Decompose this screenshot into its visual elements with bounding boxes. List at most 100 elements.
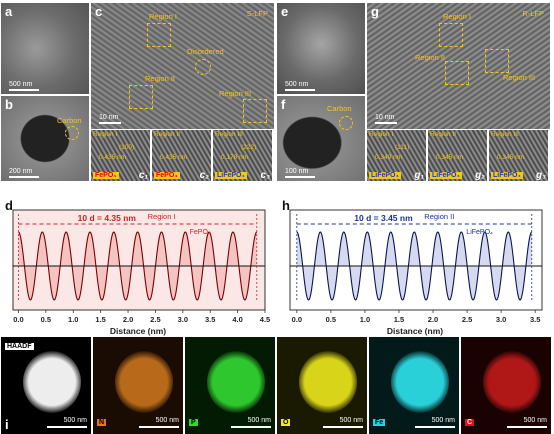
- panel-c-inset-title: Region I: [93, 131, 118, 138]
- panel-b-label: b: [5, 97, 13, 112]
- panel-g-inset-d-spacing: 0.345 nm: [436, 154, 464, 161]
- panel-e-scale-bar-text: 500 nm: [285, 81, 309, 88]
- panel-g-region2-box: [445, 61, 469, 85]
- panel-f-scale-bar: [285, 176, 315, 178]
- panel-d-phase-label: FePO₄: [190, 229, 211, 236]
- panel-c-inset-sublabel: c₃: [260, 170, 270, 181]
- panel-g-inset-hkl: (111): [395, 144, 410, 151]
- panel-d-tick-label: 0.0: [13, 315, 23, 324]
- panel-h-tick-label: 1.5: [394, 315, 404, 324]
- panel-h-chart: 10 d = 3.45 nm Region II LiFePO₄ 0.0 0.5 1.0 1…: [278, 196, 552, 336]
- panel-h-tick-label: 0.5: [326, 315, 336, 324]
- eds-map-scale-bar-text: 500 nm: [339, 417, 363, 424]
- panel-d-tick-label: 0.5: [41, 315, 51, 324]
- panel-h-tick-label: 3.5: [530, 315, 540, 324]
- eds-map-particle: [23, 351, 81, 413]
- panel-g-inset-3: Region III 0.345 nm LiFePO₄ g₃: [489, 130, 548, 181]
- panel-g-inset-1: Region I (111) 0.349 nm LiFePO₄ g₁: [367, 130, 426, 181]
- eds-map-scale-bar: [231, 426, 271, 428]
- panel-c-region1-label: Region I: [149, 12, 177, 21]
- panel-d-tick-label: 4.0: [232, 315, 242, 324]
- panel-c-hrtem-image: c S-LFP Region I Disordered Region II Re…: [91, 3, 274, 129]
- panel-b-scale-bar: [9, 176, 39, 178]
- panel-g-inset-sublabel: g₂: [475, 170, 485, 181]
- panel-c-inset-1: Region I (100) 0.435 nm FePO₄ c₁: [91, 130, 150, 181]
- panel-c-inset-3: Region III (222) 0.178 nm LiFePO₄ c₃: [213, 130, 272, 181]
- panel-d-region-label: Region I: [148, 212, 176, 221]
- panel-b-scale-bar-text: 200 nm: [9, 168, 33, 175]
- panel-c-region1-box: [147, 23, 171, 47]
- panel-c-sample-label: S-LFP: [246, 9, 268, 18]
- panel-g-inset-phase-tag: LiFePO₄: [369, 172, 401, 179]
- panel-c-scale-bar: [99, 122, 121, 124]
- eds-map-scale-bar: [415, 426, 455, 428]
- eds-map-scale-bar: [139, 426, 179, 428]
- panel-c-inset-2: Region II 0.435 nm FePO₄ c₂: [152, 130, 211, 181]
- panel-f-carbon-marker: [339, 116, 353, 130]
- panel-f-tem-image: f Carbon 100 nm: [277, 96, 365, 181]
- eds-map-scale-bar-text: 500 nm: [431, 417, 455, 424]
- panel-e-scale-bar: [285, 89, 315, 91]
- panel-d-annotation: 10 d = 4.35 nm: [78, 213, 137, 223]
- panel-c-inset-hkl: (222): [241, 144, 257, 151]
- eds-map-element-tag: C: [465, 419, 475, 426]
- panel-h-tick-label: 2.0: [428, 315, 438, 324]
- panel-b-carbon-marker: [65, 126, 79, 140]
- panel-c-region2-label: Region II: [145, 74, 176, 83]
- panel-c-scale-bar-text: 10 nm: [99, 114, 119, 121]
- eds-map-p: P 500 nm: [185, 337, 275, 434]
- panel-d-tick-label: 3.5: [205, 315, 215, 324]
- panel-d-plot: 10 d = 4.35 nm Region I FePO₄ 0.0 0.5 1.0 1.5 2…: [12, 209, 270, 336]
- panel-g-label: g: [371, 4, 379, 19]
- panel-g-inset-title: Region III: [491, 131, 519, 138]
- panel-c-region3-label: Region III: [219, 89, 252, 98]
- eds-map-element-tag: P: [189, 419, 198, 426]
- eds-map-element-tag: Fe: [373, 419, 386, 426]
- eds-map-scale-bar-text: 500 nm: [155, 417, 179, 424]
- panel-c-inset-d-spacing: 0.435 nm: [160, 154, 188, 161]
- eds-map-element-tag: HAADF: [5, 343, 34, 350]
- panel-a-scale-bar: [9, 89, 39, 91]
- panel-d-tick-label: 2.0: [123, 315, 133, 324]
- panel-c-inset-phase-tag: FePO₄: [154, 172, 180, 179]
- panel-a-sem-image: a 500 nm: [1, 3, 89, 94]
- panel-h-tick-label: 0.0: [292, 315, 302, 324]
- panel-c-disordered-label: Disordered: [187, 47, 224, 56]
- panel-g-inset-2: Region II 0.345 nm LiFePO₄ g₂: [428, 130, 487, 181]
- panel-d-chart: 10 d = 4.35 nm Region I FePO₄ 0.0 0.5 1.0 1.5 2…: [1, 196, 275, 336]
- panel-c-region2-box: [129, 85, 153, 109]
- panel-h-tick-label: 3.0: [496, 315, 506, 324]
- eds-map-element-tag: N: [97, 419, 107, 426]
- panel-h-phase-label: LiFePO₄: [466, 229, 493, 236]
- panel-h-annotation: 10 d = 3.45 nm: [354, 213, 413, 223]
- panel-d-tick-label: 1.0: [68, 315, 78, 324]
- eds-map-fe: Fe 500 nm: [369, 337, 459, 434]
- eds-map-c: C 500 nm: [461, 337, 551, 434]
- panel-h-x-axis-label: Distance (nm): [387, 326, 443, 336]
- panel-c-inset-phase-tag: LiFePO₄: [215, 172, 247, 179]
- panel-f-carbon-label: Carbon: [327, 104, 352, 113]
- panel-h-tick-label: 1.0: [360, 315, 370, 324]
- panel-a-scale-bar-text: 500 nm: [9, 81, 33, 88]
- eds-map-o: O 500 nm: [277, 337, 367, 434]
- panel-g-region2-label: Region II: [415, 53, 446, 62]
- panel-c-inset-phase-tag: FePO₄: [93, 172, 119, 179]
- panel-h-plot: 10 d = 3.45 nm Region II LiFePO₄ 0.0 0.5 1.0 1…: [289, 209, 543, 336]
- panel-f-label: f: [281, 97, 286, 112]
- panel-g-inset-sublabel: g₁: [414, 170, 424, 181]
- panel-g-inset-title: Region II: [430, 131, 457, 138]
- eds-map-scale-bar-text: 500 nm: [523, 417, 547, 424]
- eds-map-particle: [207, 351, 265, 413]
- eds-map-scale-bar: [323, 426, 363, 428]
- panel-c-inset-title: Region II: [154, 131, 181, 138]
- eds-map-scale-bar-text: 500 nm: [63, 417, 87, 424]
- panel-d-tick-label: 1.5: [95, 315, 105, 324]
- panel-g-scale-bar-text: 10 nm: [375, 114, 395, 121]
- panel-c-inset-sublabel: c₁: [138, 170, 148, 181]
- panel-g-hrtem-image: g R-LFP Region I Region II Region III 10…: [367, 3, 550, 129]
- panel-b-tem-image: b Carbon 200 nm: [1, 96, 89, 181]
- panel-d-x-axis-label: Distance (nm): [110, 326, 166, 336]
- panel-h-region-label: Region II: [424, 212, 454, 221]
- panel-c-label: c: [95, 4, 103, 19]
- panel-g-inset-phase-tag: LiFePO₄: [491, 172, 523, 179]
